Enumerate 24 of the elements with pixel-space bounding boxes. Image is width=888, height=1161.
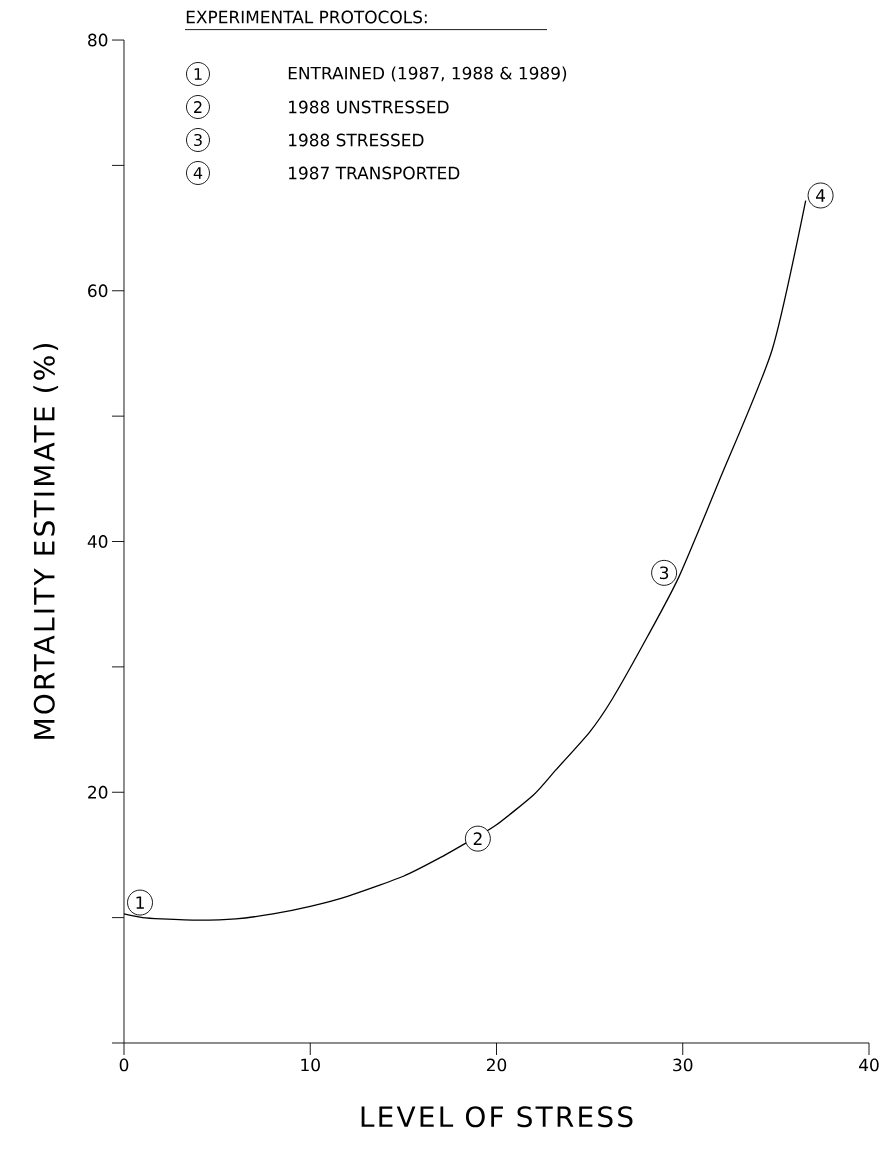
x-axis-title: LEVEL OF STRESS — [361, 1106, 633, 1128]
annotation: 1988 UNSTRESSED — [289, 100, 449, 114]
x-tick-label: 0 — [119, 1058, 129, 1072]
y-tick-label: 40 — [87, 535, 108, 548]
annotation: 4 — [816, 189, 826, 202]
y-tick-label: 60 — [88, 284, 108, 298]
y-axis-title: MORTALITY ESTIMATE (%) — [33, 343, 59, 739]
annotation: 1988 STRESSED — [289, 133, 424, 147]
text: 1 — [194, 68, 202, 80]
annotation: 1 — [136, 896, 144, 909]
x-tick-label: 40 — [859, 1058, 879, 1072]
y-tick-label: 20 — [88, 785, 108, 799]
text: 3 — [194, 133, 202, 147]
text: 2 — [194, 101, 202, 113]
annotation: 3 — [660, 566, 669, 580]
annotation: 1987 TRANSPORTED — [289, 166, 460, 180]
y-tick-label: 80 — [88, 33, 108, 47]
annotation: 2 — [473, 832, 482, 845]
annotation: ENTRAINED (1987, 1988 & 1989) — [288, 66, 567, 82]
x-tick-label: 10 — [301, 1058, 320, 1072]
text: EXPERIMENTAL PROTOCOLS: — [186, 10, 427, 24]
text: 4 — [193, 167, 203, 179]
x-tick-label: 20 — [486, 1058, 507, 1072]
x-tick-label: 30 — [673, 1058, 693, 1072]
